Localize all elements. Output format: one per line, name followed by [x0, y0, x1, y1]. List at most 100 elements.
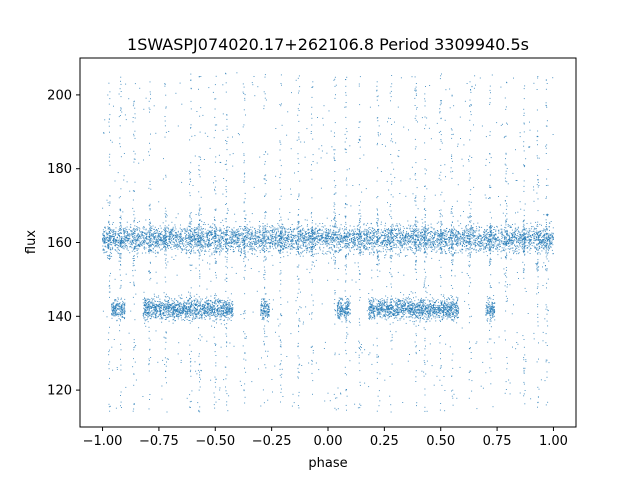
data-point — [450, 238, 452, 240]
data-point — [163, 244, 165, 246]
data-point — [407, 249, 409, 251]
data-point — [357, 240, 359, 242]
data-point — [427, 242, 429, 244]
data-point — [409, 246, 411, 248]
data-point — [230, 230, 232, 232]
data-point — [340, 237, 342, 239]
data-point — [550, 237, 552, 239]
data-point — [155, 236, 157, 238]
data-point — [218, 237, 220, 239]
data-point — [347, 240, 349, 242]
data-point — [329, 241, 331, 243]
data-point — [534, 235, 536, 237]
data-point — [341, 238, 343, 239]
data-point — [298, 238, 300, 240]
data-point — [357, 225, 359, 227]
data-point — [368, 232, 370, 234]
data-point — [487, 237, 489, 239]
data-point — [463, 240, 465, 242]
data-point — [141, 243, 143, 245]
data-point — [373, 232, 375, 234]
data-point — [392, 237, 394, 239]
data-point — [451, 240, 453, 242]
data-point — [184, 248, 186, 250]
data-point — [478, 241, 480, 243]
data-point — [395, 244, 397, 246]
data-point — [513, 239, 515, 241]
data-point — [423, 228, 425, 230]
data-point — [124, 246, 126, 248]
data-point — [389, 236, 390, 238]
data-point — [498, 249, 500, 250]
data-point — [377, 232, 379, 234]
data-point — [304, 245, 306, 247]
data-point — [491, 225, 493, 227]
data-point — [302, 238, 304, 240]
data-point — [539, 238, 541, 240]
data-point — [242, 245, 244, 247]
data-point — [102, 245, 104, 247]
data-point — [332, 242, 334, 243]
data-point — [397, 234, 398, 236]
data-point — [369, 238, 371, 240]
data-point — [105, 241, 107, 243]
data-point — [219, 230, 220, 232]
data-point — [384, 242, 386, 244]
data-point — [480, 235, 482, 237]
data-point — [314, 239, 316, 240]
data-point — [543, 234, 545, 236]
data-point — [302, 244, 304, 246]
data-point — [302, 242, 304, 244]
data-point — [239, 226, 240, 228]
data-point — [285, 247, 287, 249]
data-point — [457, 232, 459, 234]
data-point — [123, 248, 125, 250]
data-point — [426, 248, 428, 250]
data-point — [483, 243, 485, 245]
data-point — [137, 243, 139, 245]
data-point — [411, 227, 413, 229]
data-point — [113, 237, 115, 239]
data-point — [394, 244, 395, 246]
data-point — [519, 245, 521, 247]
data-point — [506, 232, 508, 234]
data-point — [274, 233, 276, 235]
data-point — [386, 241, 388, 243]
data-point — [345, 244, 347, 246]
data-point — [529, 247, 531, 249]
data-point — [494, 234, 496, 236]
data-point — [247, 235, 249, 237]
data-point — [112, 241, 114, 243]
data-point — [476, 230, 478, 232]
data-point — [299, 238, 301, 240]
data-point — [460, 235, 461, 237]
data-point — [188, 244, 189, 246]
data-point — [432, 245, 434, 247]
data-point — [193, 237, 195, 239]
data-point — [319, 239, 321, 240]
data-point — [304, 242, 305, 244]
data-point — [522, 221, 524, 223]
data-point — [146, 236, 147, 238]
data-point — [204, 250, 206, 252]
data-point — [251, 253, 253, 254]
data-point — [342, 239, 344, 241]
data-point — [364, 247, 365, 249]
data-point — [176, 235, 178, 237]
data-point — [210, 230, 212, 232]
data-point — [137, 236, 139, 238]
data-point — [543, 233, 545, 235]
data-point — [190, 233, 192, 235]
data-point — [445, 238, 447, 240]
data-point — [265, 231, 267, 232]
data-point — [535, 221, 537, 223]
data-point — [549, 244, 551, 246]
data-point — [430, 241, 432, 243]
data-point — [366, 233, 368, 235]
data-point — [341, 249, 343, 251]
data-point — [521, 244, 523, 246]
data-point — [356, 244, 358, 246]
data-point — [109, 239, 111, 241]
data-point — [285, 244, 287, 246]
data-point — [207, 238, 209, 240]
